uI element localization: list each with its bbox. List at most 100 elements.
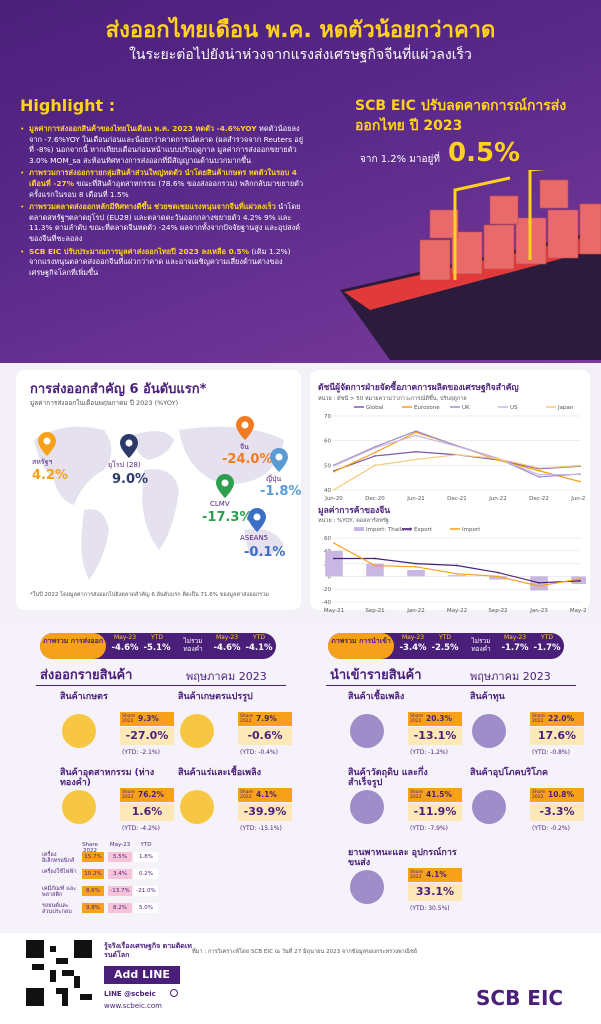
market-value-asean5: -0.1% [244,545,286,560]
market-label-us: สหรัฐฯ [32,458,53,466]
data-point [497,575,499,578]
map-pin-icon [248,508,266,532]
data-point [538,473,540,476]
scb-eic-logo: SCB EIC [476,986,564,1010]
import-ytd-header: YTD [439,634,451,641]
forecast-value: 0.5% [448,138,521,168]
pmi-chart-title: ดัชนีผู้จัดการฝ่ายจัดซื้อภาคการผลิตของเศ… [318,383,519,393]
share-label: Share 2022 [240,790,253,800]
category-icon [62,714,96,748]
table-header-may: May-23 [109,842,131,848]
add-line-button[interactable]: Add LINE [104,966,180,984]
table-cell-share: 8.6% [82,886,104,896]
x-tick-label: Dec-20 [365,496,385,502]
website-link[interactable]: www.scbeic.com [104,1002,162,1010]
x-tick-label: Jan-23 [529,608,548,614]
category-icon [472,790,506,824]
page-title: ส่งออกไทยเดือน พ.ค. หดตัวน้อยกว่าคาด [105,18,496,43]
bar [489,576,507,580]
export-excl-gold-label: ไม่รวม ทองคำ [183,637,203,653]
share-badge: Share 2022 9.3% [120,712,174,726]
market-label-eu: ยุโรป (28) [108,461,141,469]
table-cell-share: 15.7% [82,852,104,862]
china-trade-chart-unit: หน่วย : %YOY, ดอลลาร์สหรัฐ [318,518,389,524]
category-name: สินค้าเกษตรแปรรูป [178,692,253,702]
data-point [333,470,335,473]
ytd-value: (YTD: -1.2%) [410,749,448,756]
data-point [333,542,335,545]
share-label: Share 2022 [410,714,423,724]
bar [325,550,343,577]
map-pin-icon [38,432,56,456]
pmi-chart-unit: หน่วย : ดัชนี > 50 หมายความว่าภาวะการณ์ด… [318,396,467,402]
import-ytd-value: -2.5% [431,643,459,653]
ytd-value: (YTD: -0.4%) [240,749,278,756]
share-badge: Share 2022 41.5% [408,788,462,802]
table-row-label: เครื่อง อิเล็กทรอนิกส์ [42,852,75,864]
x-tick-label: Jan-22 [406,608,424,614]
exports-month: พฤษภาคม 2023 [186,670,267,683]
pmi-line-chart: 40 50 60 70 Jun-20 Dec-20 Jun-21 Dec-21 Jun-22 De… [324,405,586,502]
data-point [415,458,417,461]
data-point [415,434,417,437]
divider [36,685,286,686]
change-value: -39.9% [238,803,292,821]
export-excl-may-value: -4.6% [213,643,241,653]
data-point [456,572,458,575]
map-pin-icon [120,434,138,458]
share-value: 9.3% [138,714,159,723]
x-tick-label: May-23 [570,608,586,614]
top-markets-title: การส่งออกสำคัญ 6 อันดับแรก* [30,382,207,397]
qr-caption: รู้จริงเรื่องเศรษฐกิจ ตามติดเทรนด์โลก [104,942,192,959]
export-excl-ytd-header: YTD [253,634,265,641]
share-label: Share 2022 [410,790,423,800]
x-tick-label: Jun-22 [488,496,507,502]
data-point [456,453,458,456]
market-value-us: 4.2% [32,468,69,483]
x-tick-label: Dec-22 [529,496,549,502]
share-value: 22.0% [548,714,575,723]
share-label: Share 2022 [410,870,423,880]
change-value: 33.1% [408,883,462,901]
market-value-clmv: -17.3% [202,510,253,525]
import-excl-gold-label: ไม่รวม ทองคำ [471,637,491,653]
import-excl-may-value: -1.7% [501,643,529,653]
table-cell-share: 9.8% [82,903,104,913]
china-trade-chart: -40-200204060May-21Sep-21Jan-22May-22Sep… [322,527,586,614]
category-name: สินค้าเกษตร [60,692,108,702]
market-value-eu: 9.0% [112,472,149,487]
legend-label: Eurozone [414,405,440,411]
category-icon [472,714,506,748]
line-id[interactable]: LINE @scbeic [104,990,156,998]
ytd-value: (YTD: -0.2%) [532,825,570,832]
category-icon [350,714,384,748]
category-name: สินค้าแร่และเชื้อเพลิง [178,768,262,778]
data-point [374,464,376,467]
share-value: 7.9% [256,714,277,723]
bar [571,576,586,585]
y-tick-label: 70 [324,414,331,420]
change-value: -13.1% [408,727,462,745]
table-cell-may: 8.2% [108,903,132,913]
data-point [579,480,581,483]
export-may-value: -4.6% [111,643,139,653]
table-cell-share: 10.2% [82,869,104,879]
export-excl-may-header: May-23 [215,634,239,641]
share-badge: Share 2022 10.8% [530,788,584,802]
share-label: Share 2022 [532,790,545,800]
ytd-value: (YTD: -15.1%) [240,825,282,832]
divider [326,685,576,686]
change-value: -11.9% [408,803,462,821]
share-value: 41.5% [426,790,453,799]
export-may-header: May-23 [113,634,137,641]
qr-code-icon[interactable] [26,940,92,1006]
share-label: Share 2022 [122,790,135,800]
share-badge: Share 2022 4.1% [238,788,292,802]
market-label-asean5: ASEAN5 [240,534,269,542]
category-name: สินค้าทุน [470,692,505,702]
category-icon [180,790,214,824]
legend-label: Import [462,527,481,533]
import-excl-ytd-header: YTD [541,634,553,641]
market-value-jp: -1.8% [260,484,302,499]
table-row-label: รถยนต์และ ส่วนประกอบ [42,903,72,915]
